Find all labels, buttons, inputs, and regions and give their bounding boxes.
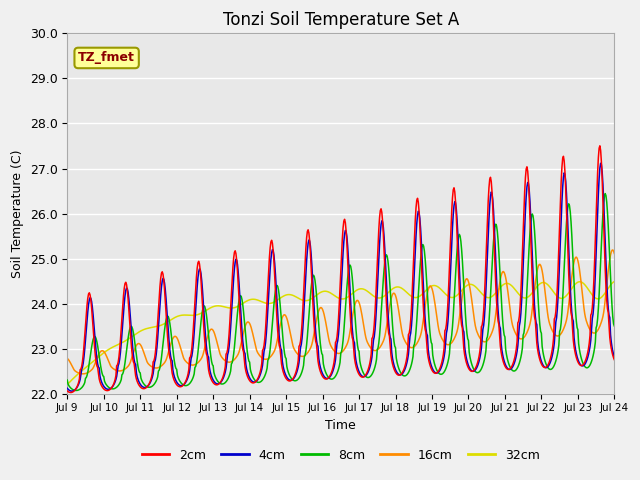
Legend: 2cm, 4cm, 8cm, 16cm, 32cm: 2cm, 4cm, 8cm, 16cm, 32cm xyxy=(136,444,545,467)
Title: Tonzi Soil Temperature Set A: Tonzi Soil Temperature Set A xyxy=(223,11,459,29)
Y-axis label: Soil Temperature (C): Soil Temperature (C) xyxy=(11,149,24,278)
X-axis label: Time: Time xyxy=(325,419,356,432)
Text: TZ_fmet: TZ_fmet xyxy=(78,51,135,64)
